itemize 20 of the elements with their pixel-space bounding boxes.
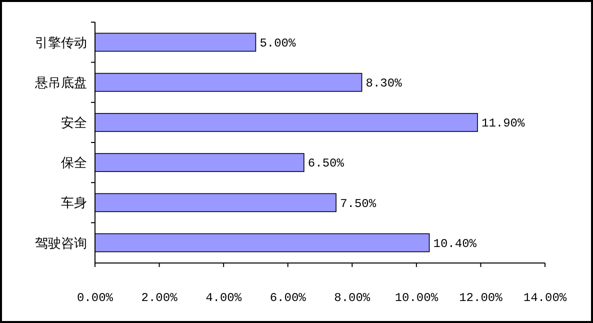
x-tick-label: 8.00% (334, 291, 371, 305)
y-tick-label: 引擎传动 (35, 36, 87, 51)
data-label: 7.50% (340, 196, 377, 211)
x-tick-label: 14.00% (523, 291, 568, 305)
x-tick-label: 2.00% (141, 291, 178, 305)
data-label: 6.50% (308, 156, 345, 171)
data-label: 11.90% (482, 116, 526, 131)
y-tick-label: 车身 (61, 196, 87, 212)
x-tick-label: 4.00% (206, 291, 242, 305)
data-label: 8.30% (366, 76, 403, 91)
x-tick-label: 10.00% (394, 291, 439, 305)
y-tick-label: 悬吊底盘 (34, 76, 87, 91)
y-tick-label: 安全 (61, 115, 87, 131)
data-label: 5.00% (260, 36, 297, 50)
y-tick-label: 驾驶咨询 (35, 236, 87, 252)
y-tick-label: 保全 (61, 156, 87, 172)
x-tick-label: 0.00% (76, 291, 114, 305)
data-label: 10.40% (433, 236, 478, 251)
x-tick-label: 12.00% (459, 291, 504, 305)
x-tick-label: 6.00% (270, 291, 307, 305)
